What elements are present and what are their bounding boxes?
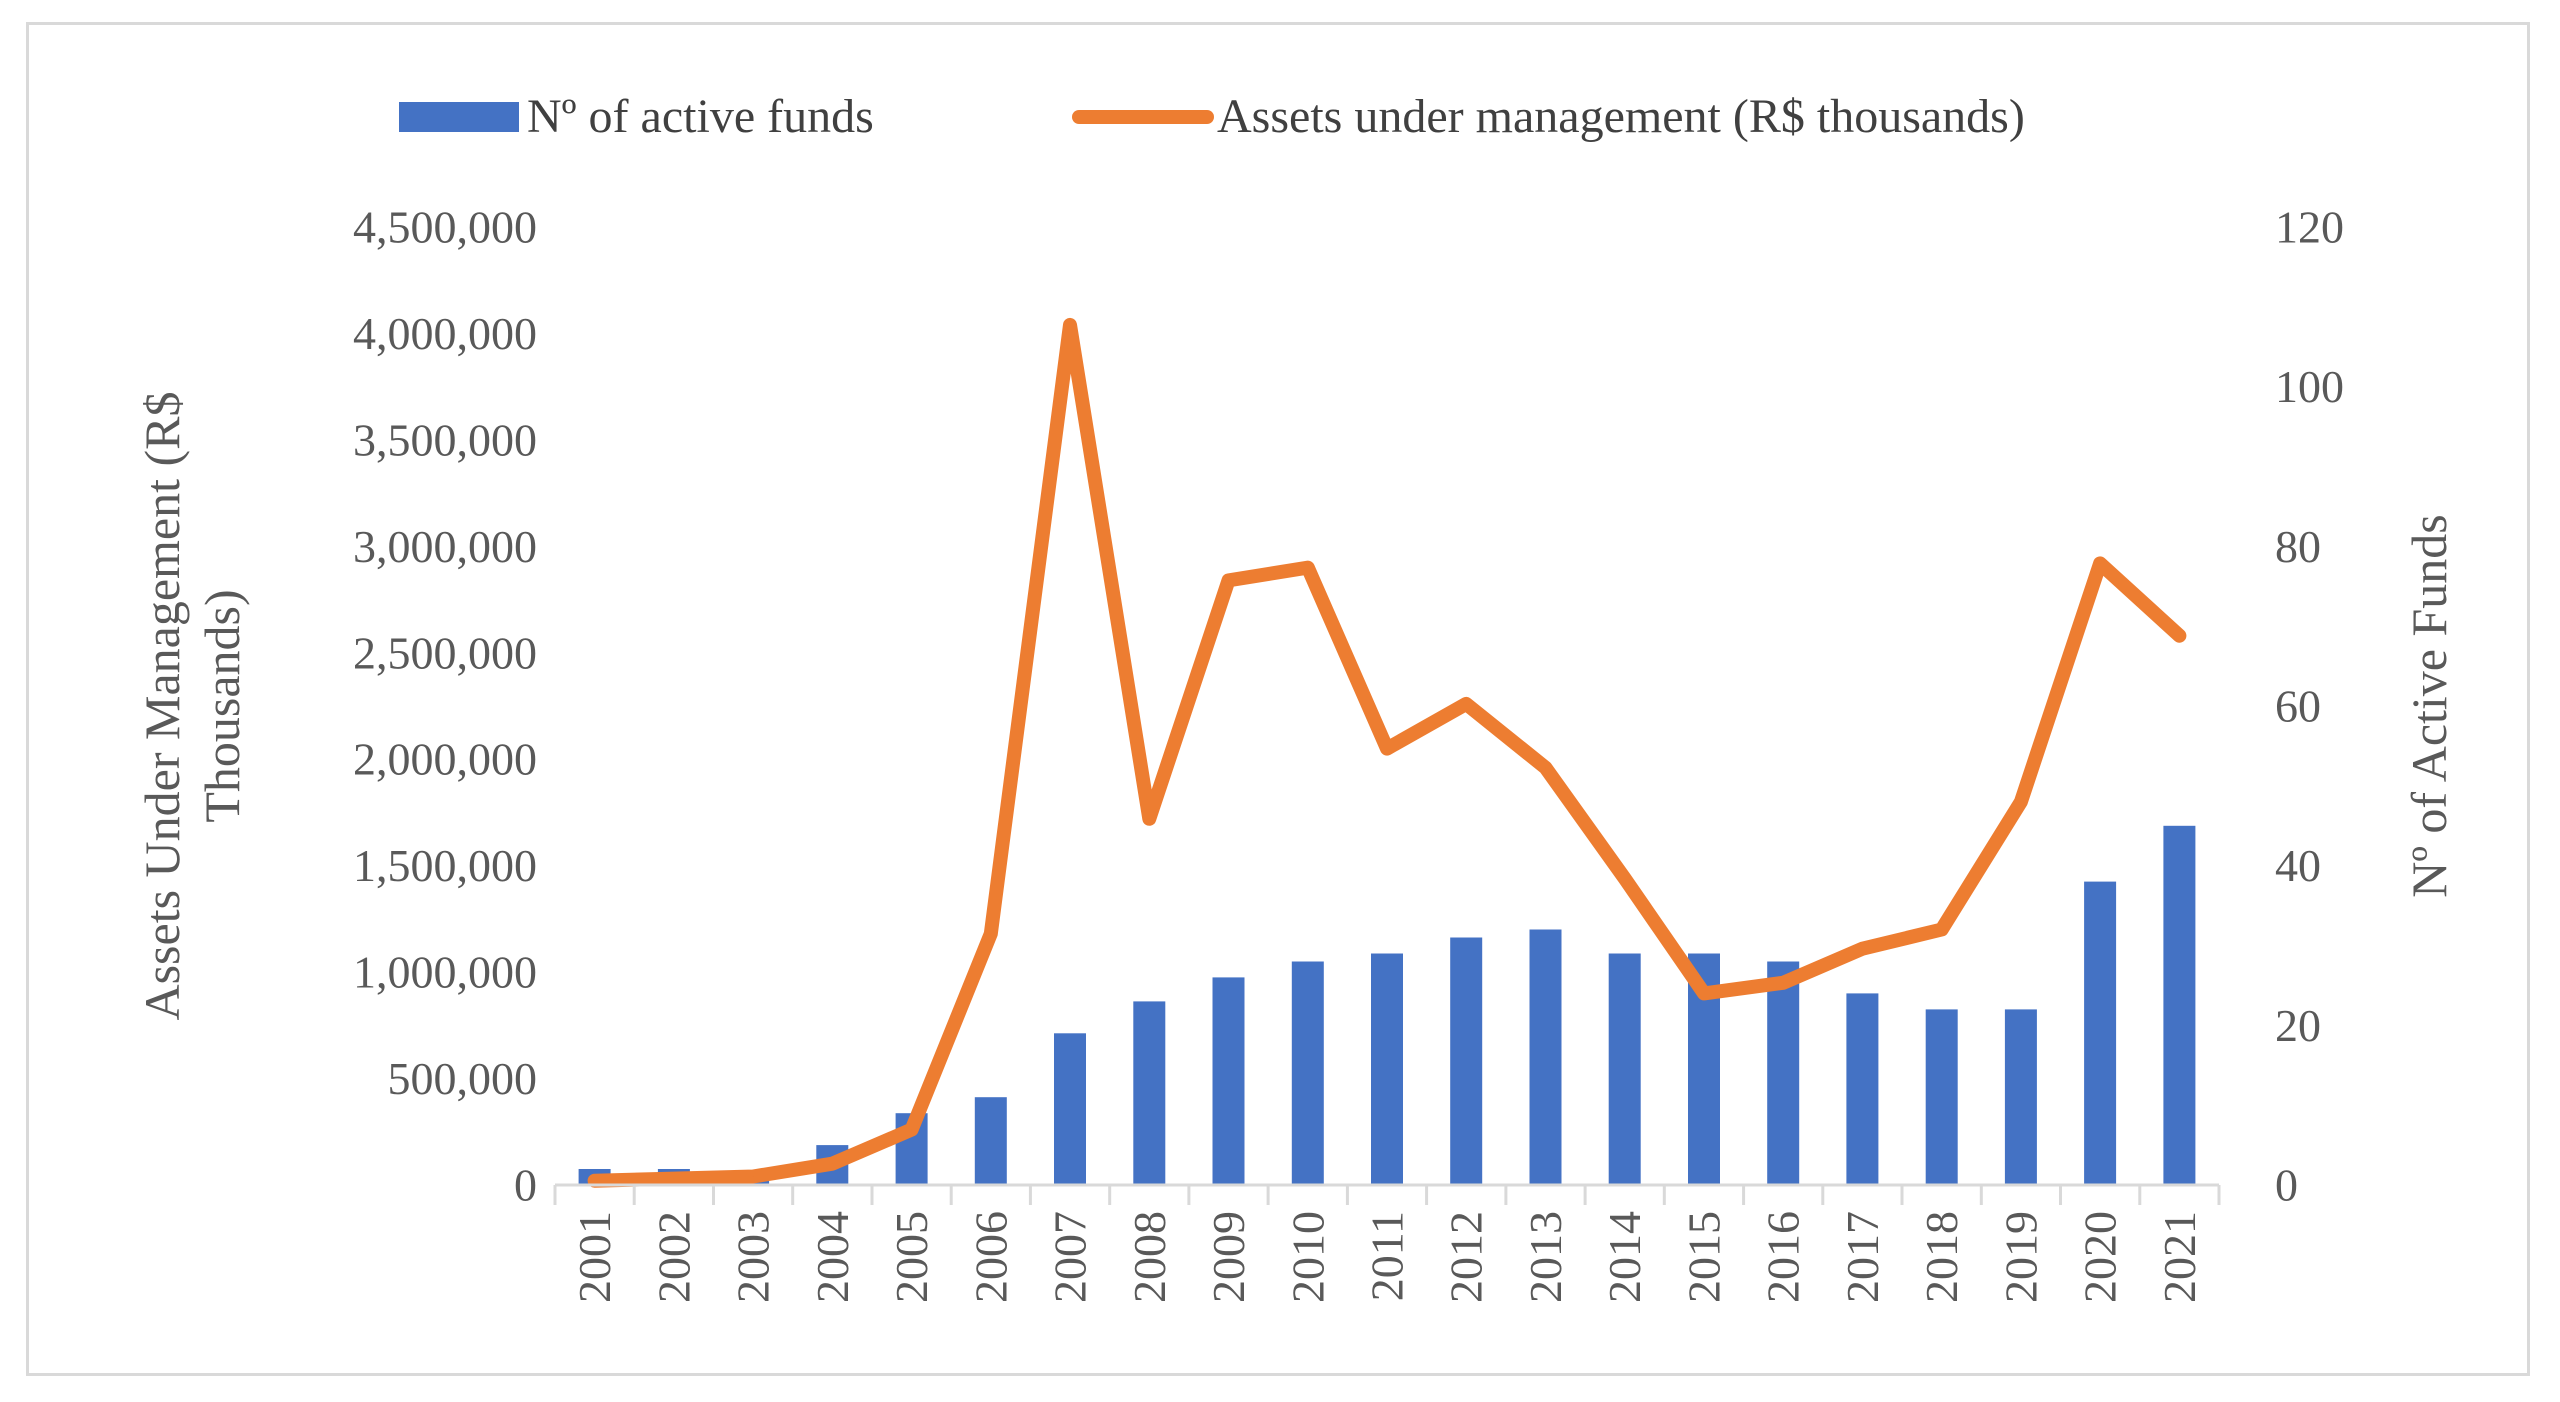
x-tick-label: 2016 [1758, 1211, 1809, 1303]
y-left-tick-label: 4,000,000 [353, 308, 537, 359]
y-right-tick-label: 40 [2275, 840, 2321, 891]
bar-2019 [2004, 1009, 2037, 1185]
x-tick-label: 2011 [1362, 1211, 1413, 1301]
aum-point-2016 [1782, 982, 1784, 984]
x-tick-label: 2009 [1203, 1211, 1254, 1303]
y-right-tick-label: 60 [2275, 681, 2321, 732]
aum-point-2008 [1148, 818, 1150, 820]
y-left-tick-label: 4,500,000 [353, 202, 537, 253]
y-right-axis-ticks: 0 20 40 60 80 100 120 [2275, 202, 2344, 1211]
legend: Nº of active funds Assets under manageme… [399, 90, 2025, 143]
bar-2013 [1529, 929, 1562, 1185]
y-left-axis-ticks: 0 500,000 1,000,000 1,500,000 2,000,000 2,500… [353, 202, 537, 1211]
bar-2010 [1291, 961, 1324, 1185]
y-right-axis-title: Nº of Active Funds [2401, 514, 2457, 898]
x-tick-label: 2021 [2154, 1211, 2205, 1303]
bar-2007 [1054, 1033, 1086, 1185]
legend-label-bar: Nº of active funds [527, 90, 874, 143]
bar-2006 [974, 1097, 1007, 1185]
x-tick-label: 2012 [1441, 1211, 1492, 1303]
aum-point-2012 [1465, 703, 1467, 705]
y-left-tick-label: 3,000,000 [353, 521, 537, 572]
x-tick-label: 2019 [1995, 1211, 2046, 1303]
x-tick-label: 2005 [886, 1211, 937, 1303]
aum-point-2003 [752, 1176, 754, 1177]
aum-point-2018 [1941, 929, 1943, 930]
x-tick-label: 2003 [728, 1211, 779, 1303]
x-tick-label: 2008 [1124, 1211, 1175, 1303]
bar-2021 [2163, 825, 2196, 1186]
x-tick-label: 2018 [1916, 1211, 1967, 1303]
bar-2012 [1450, 937, 1483, 1185]
combo-chart: Nº of active funds Assets under manageme… [134, 90, 2457, 1303]
aum-point-2011 [1386, 748, 1388, 750]
x-tick-label: 2020 [2075, 1211, 2126, 1303]
aum-point-2014 [1624, 877, 1626, 879]
bar-2008 [1133, 1001, 1166, 1185]
aum-point-2020 [2099, 562, 2101, 564]
x-tick-label: 2014 [1599, 1211, 1650, 1303]
y-right-tick-label: 80 [2275, 521, 2321, 572]
y-left-tick-label: 0 [514, 1160, 537, 1211]
x-axis-ticks: 2001 2002 2003 2004 2005 2006 2007 2008 2009 2010… [553, 1185, 2221, 1303]
x-tick-label: 2002 [648, 1211, 699, 1303]
x-tick-label: 2006 [965, 1211, 1016, 1303]
aum-point-2013 [1545, 767, 1546, 769]
aum-point-2007 [1069, 324, 1071, 326]
aum-point-2006 [990, 933, 992, 935]
y-right-tick-label: 100 [2275, 361, 2344, 412]
x-tick-label: 2013 [1520, 1211, 1571, 1303]
aum-point-2021 [2178, 635, 2180, 637]
y-right-tick-label: 120 [2275, 202, 2344, 253]
x-tick-label: 2007 [1045, 1211, 1096, 1303]
legend-swatch-bar [399, 102, 519, 132]
bar-2011 [1371, 953, 1403, 1185]
x-tick-label: 2010 [1282, 1211, 1333, 1303]
y-right-tick-label: 20 [2275, 1000, 2321, 1051]
y-left-tick-label: 1,500,000 [353, 840, 537, 891]
bar-2016 [1767, 961, 1800, 1185]
bar-2018 [1925, 1009, 1958, 1185]
aum-point-2009 [1228, 579, 1229, 581]
x-tick-label: 2004 [807, 1211, 858, 1303]
bar-2017 [1846, 993, 1879, 1185]
x-tick-label: 2015 [1679, 1211, 1730, 1303]
x-tick-label: 2017 [1837, 1211, 1888, 1303]
bar-2014 [1608, 953, 1641, 1185]
y-left-axis-title: Assets Under Management (R$Thousands) [134, 391, 250, 1020]
y-left-tick-label: 3,500,000 [353, 414, 537, 465]
aum-point-2019 [2020, 801, 2022, 803]
x-tick-label: 2001 [569, 1211, 620, 1303]
aum-point-2002 [673, 1178, 675, 1180]
bar-2020 [2084, 881, 2117, 1185]
chart-frame: Nº of active funds Assets under manageme… [26, 22, 2530, 1376]
y-left-tick-label: 2,500,000 [353, 627, 537, 678]
y-left-tick-label: 2,000,000 [353, 734, 537, 785]
line-series [587, 317, 2187, 1188]
aum-point-2005 [911, 1129, 913, 1131]
aum-point-2010 [1307, 567, 1309, 569]
aum-point-2015 [1703, 992, 1705, 994]
bar-series [578, 825, 2196, 1186]
y-left-tick-label: 1,000,000 [353, 947, 537, 998]
bar-2009 [1212, 977, 1245, 1185]
y-right-tick-label: 0 [2275, 1160, 2298, 1211]
aum-point-2004 [831, 1163, 833, 1165]
y-left-tick-label: 500,000 [388, 1053, 538, 1104]
aum-point-2017 [1861, 948, 1863, 950]
aum-point-2001 [594, 1180, 596, 1182]
legend-label-line: Assets under management (R$ thousands) [1217, 90, 2025, 143]
